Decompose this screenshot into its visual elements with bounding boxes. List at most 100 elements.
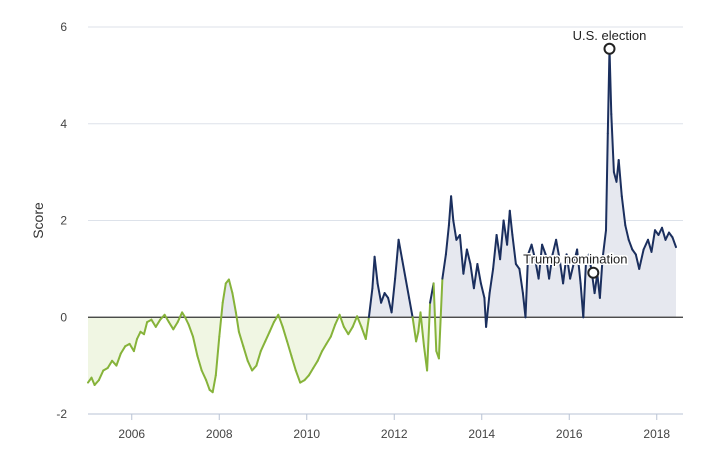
series-segment: [373, 255, 379, 285]
series-segment: [530, 243, 537, 261]
series-segment: [187, 323, 194, 338]
series-segment: [476, 263, 482, 285]
series-segment: [541, 243, 547, 256]
series-segment: [176, 311, 184, 324]
series-segment: [90, 376, 96, 386]
series-segment: [485, 292, 491, 328]
series-segment: [450, 195, 455, 222]
series-segment: [290, 354, 297, 372]
x-tick-label: 2014: [468, 427, 495, 441]
series-segment: [452, 219, 458, 241]
series-segment: [192, 335, 199, 357]
series-segment: [661, 226, 667, 241]
series-segment: [221, 282, 227, 304]
series-segment: [605, 132, 609, 232]
area-fills: [88, 48, 676, 393]
x-tick-label: 2018: [643, 427, 670, 441]
series-segment: [277, 313, 284, 328]
series-segment: [380, 292, 386, 304]
series-segment: [411, 316, 418, 343]
series-segment: [211, 374, 217, 394]
y-tick-label: -2: [56, 407, 67, 421]
series-segment: [624, 224, 630, 241]
series-segment: [627, 238, 634, 251]
series-segment: [462, 248, 468, 275]
gridlines: [88, 26, 683, 415]
series-segment: [631, 248, 637, 256]
positive-area: [88, 48, 676, 318]
series-segment: [569, 263, 575, 280]
series-segment: [397, 238, 404, 261]
series-segment: [246, 359, 254, 372]
series-segment: [325, 335, 332, 345]
series-segment: [286, 340, 293, 357]
annotation-marker: [603, 42, 616, 55]
series-segment: [259, 340, 267, 353]
series-segment: [227, 278, 234, 295]
series-segment: [511, 234, 517, 265]
series-segment: [196, 354, 203, 372]
series-segment: [307, 367, 315, 377]
annotation-marker: [587, 266, 600, 279]
series-segment: [441, 253, 447, 280]
y-tick-label: 6: [60, 20, 67, 34]
series-segment: [394, 238, 400, 280]
series-segment: [634, 253, 641, 270]
series-segment: [432, 282, 438, 353]
series-segment: [419, 311, 425, 348]
series-segment: [268, 321, 275, 333]
series-segment: [551, 238, 558, 256]
x-tick-label: 2012: [381, 427, 408, 441]
series-segment: [458, 234, 465, 275]
series-segment: [472, 263, 479, 290]
annotation-label: U.S. election: [573, 28, 647, 43]
tick-labels: -2 0 2 4 6 2006 2008 2010 2012 2014 2016 2018: [56, 20, 670, 441]
series-segment: [115, 352, 122, 367]
series-segment: [303, 374, 310, 382]
series-segment: [617, 159, 623, 198]
series-segment: [506, 209, 511, 246]
series-segment: [376, 282, 383, 304]
series-segment: [576, 248, 582, 285]
y-tick-label: 2: [60, 214, 67, 228]
series-segment: [294, 369, 302, 384]
series-segment: [255, 350, 262, 367]
series-segment: [508, 209, 514, 236]
series-segment: [620, 195, 627, 227]
series-segment: [499, 219, 505, 261]
series-segment: [342, 325, 350, 336]
series-segment: [218, 301, 224, 338]
series-segment: [565, 253, 572, 280]
series-segment: [338, 313, 345, 328]
series-segment: [426, 301, 432, 372]
x-tick-label: 2006: [118, 427, 145, 441]
series-segment: [367, 287, 374, 319]
series-segment: [154, 318, 162, 328]
x-axis: [88, 413, 683, 420]
series-segment: [544, 253, 551, 280]
series-segment: [200, 369, 208, 382]
series-segment: [159, 313, 166, 321]
series-segment: [555, 238, 561, 261]
series-segment: [601, 229, 607, 261]
series-segment: [469, 263, 475, 290]
x-tick-label: 2016: [556, 427, 583, 441]
series-segment: [671, 236, 677, 249]
series-segment: [650, 229, 656, 253]
series-segment: [360, 325, 367, 340]
series-segment: [163, 313, 170, 324]
series-segment: [351, 315, 359, 328]
y-tick-label: 0: [60, 310, 67, 324]
series-segment: [408, 296, 414, 319]
series-segment: [234, 311, 240, 333]
series-segment: [537, 243, 544, 280]
x-tick-label: 2010: [293, 427, 320, 441]
series-segment: [364, 316, 370, 340]
series-segment: [264, 330, 271, 343]
series-segment: [334, 313, 341, 326]
series-segment: [562, 253, 568, 285]
x-tick-label: 2008: [206, 427, 233, 441]
series-segment: [524, 253, 530, 319]
series-segment: [642, 238, 649, 251]
